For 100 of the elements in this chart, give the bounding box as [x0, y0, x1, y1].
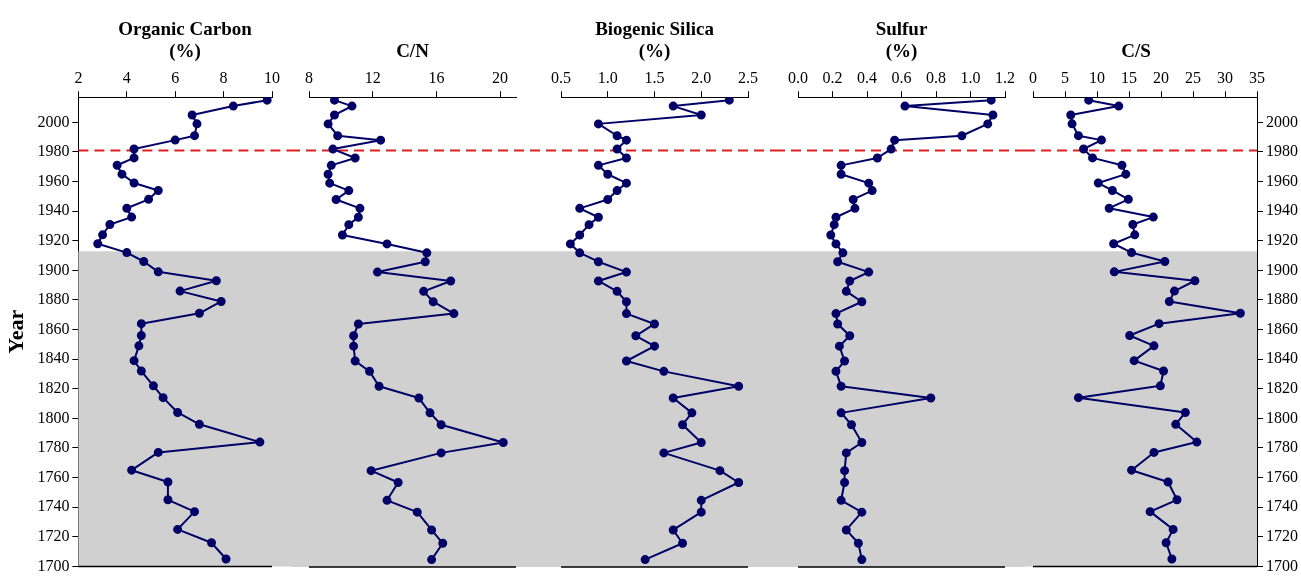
point — [136, 331, 146, 340]
x-tick-label: 2.5 — [738, 68, 758, 86]
point — [438, 538, 448, 548]
point — [1084, 97, 1094, 105]
point — [1167, 554, 1177, 564]
point — [372, 267, 382, 277]
y-axis-title: Year — [2, 309, 28, 354]
point — [1117, 160, 1127, 170]
point — [900, 101, 910, 111]
y2-tick-label: 1960 — [1266, 171, 1298, 189]
point — [678, 538, 688, 548]
y2-tick-label: 1980 — [1266, 142, 1298, 160]
point — [1104, 203, 1114, 213]
point — [988, 110, 998, 120]
y-tick-label: 1720 — [37, 527, 70, 544]
point — [886, 144, 896, 154]
point — [374, 381, 384, 391]
point — [333, 131, 343, 141]
point — [1172, 495, 1182, 505]
point — [187, 110, 197, 120]
x-tick-label: 10 — [264, 68, 280, 86]
point — [867, 186, 877, 196]
x-tick-label: 16 — [428, 68, 445, 86]
point — [857, 555, 867, 565]
point — [329, 97, 339, 105]
point — [848, 194, 858, 204]
point — [129, 178, 139, 188]
point — [593, 276, 603, 286]
point — [734, 381, 744, 391]
y-tick-label: 1700 — [37, 556, 70, 574]
point — [1123, 194, 1133, 204]
point — [1127, 248, 1137, 258]
point — [170, 135, 180, 145]
point — [98, 230, 108, 240]
point — [331, 194, 341, 204]
point — [836, 169, 846, 179]
point — [190, 507, 200, 517]
y2-tick-label: 1920 — [1266, 230, 1298, 248]
point — [207, 538, 216, 548]
y2-tick-label: 1720 — [1266, 527, 1298, 544]
point — [449, 309, 459, 319]
point — [668, 101, 678, 111]
chart-title: Biogenic Silica (%) — [594, 17, 715, 62]
point — [175, 286, 185, 296]
point — [428, 297, 438, 307]
chart-title: C/N — [395, 39, 430, 62]
point — [841, 448, 851, 458]
point — [366, 466, 376, 476]
point — [446, 276, 456, 286]
point — [190, 131, 200, 141]
point — [1109, 267, 1119, 277]
point — [926, 393, 936, 403]
point — [393, 478, 403, 488]
x-tick-label: 2.0 — [691, 68, 712, 86]
x-tick-label: 5 — [1061, 68, 1069, 86]
point — [1093, 178, 1103, 188]
point — [93, 239, 103, 249]
chart-title: Organic Carbon (%) — [117, 17, 253, 62]
point — [565, 239, 575, 249]
point — [603, 169, 613, 179]
point — [153, 185, 163, 195]
point — [612, 131, 622, 141]
point — [1088, 153, 1098, 163]
point — [228, 101, 238, 111]
x-tick-label: 10 — [1089, 68, 1105, 86]
point — [136, 319, 146, 329]
point — [144, 194, 154, 204]
point — [1067, 119, 1077, 129]
point — [1180, 407, 1190, 417]
y-tick-label: 1880 — [37, 290, 70, 308]
x-tick-label: 6 — [171, 68, 180, 86]
point — [1130, 230, 1140, 240]
point — [153, 447, 163, 457]
point — [376, 135, 386, 145]
point — [836, 381, 846, 391]
point — [831, 366, 841, 376]
point — [650, 319, 659, 329]
point — [845, 276, 855, 286]
x-tick-label: 0.2 — [822, 68, 843, 86]
point — [603, 194, 613, 204]
y2-tick-label: 1900 — [1266, 260, 1298, 278]
point — [831, 212, 841, 222]
point — [158, 393, 168, 403]
point — [325, 178, 335, 188]
point — [1171, 419, 1181, 429]
point — [724, 97, 734, 105]
point — [1127, 465, 1137, 475]
point — [1161, 538, 1171, 548]
point — [211, 276, 221, 286]
point — [326, 160, 336, 170]
point — [382, 239, 392, 249]
point — [1114, 101, 1124, 111]
point — [864, 178, 874, 188]
y-tick-label: 1760 — [37, 467, 70, 485]
point — [696, 495, 706, 505]
point — [194, 308, 204, 318]
point — [1125, 331, 1135, 340]
point — [846, 420, 856, 430]
point — [840, 466, 850, 476]
point — [640, 555, 650, 565]
